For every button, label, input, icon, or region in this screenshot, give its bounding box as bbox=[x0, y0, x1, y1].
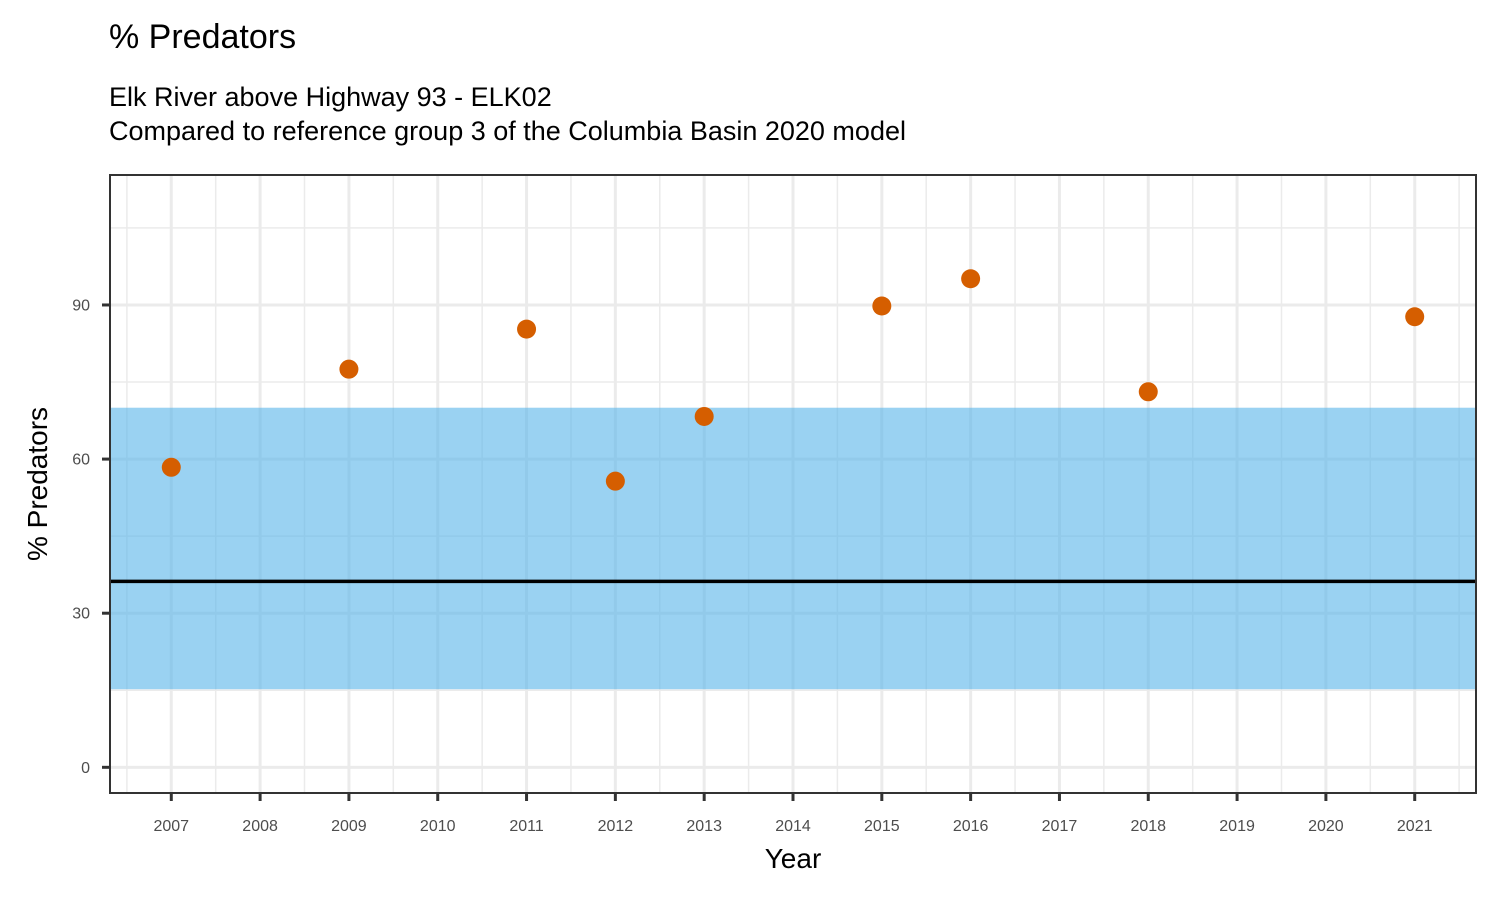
x-tick-label: 2018 bbox=[1130, 818, 1166, 835]
x-axis: 2007 2008 2009 2010 2011 2012 2013 2014 2015 2016… bbox=[153, 793, 1433, 835]
x-tick-label: 2016 bbox=[953, 818, 989, 835]
data-point bbox=[1405, 307, 1425, 327]
chart-title: % Predators bbox=[109, 18, 297, 56]
data-point bbox=[339, 359, 359, 379]
data-point bbox=[517, 319, 537, 339]
data-point bbox=[605, 471, 625, 491]
x-tick-label: 2017 bbox=[1042, 818, 1078, 835]
chart-subtitle-reference: Compared to reference group 3 of the Col… bbox=[109, 116, 906, 146]
y-tick-label: 30 bbox=[72, 606, 90, 623]
x-tick-label: 2007 bbox=[153, 818, 189, 835]
data-point bbox=[961, 269, 981, 289]
x-tick-label: 2021 bbox=[1397, 818, 1433, 835]
data-points bbox=[161, 269, 1425, 491]
reference-band bbox=[110, 407, 1476, 690]
reference-band-rect bbox=[110, 407, 1476, 690]
x-tick-label: 2009 bbox=[331, 818, 367, 835]
data-point bbox=[161, 457, 181, 477]
chart-subtitle-site: Elk River above Highway 93 - ELK02 bbox=[109, 82, 552, 112]
y-axis-title: % Predators bbox=[22, 407, 53, 561]
x-tick-label: 2019 bbox=[1219, 818, 1255, 835]
x-tick-label: 2011 bbox=[509, 818, 544, 835]
x-axis-title: Year bbox=[765, 843, 822, 874]
y-axis: 0 30 60 90 bbox=[72, 297, 110, 777]
y-tick-label: 60 bbox=[72, 452, 90, 469]
x-tick-label: 2008 bbox=[242, 818, 278, 835]
x-tick-label: 2015 bbox=[864, 818, 900, 835]
x-tick-label: 2012 bbox=[598, 818, 634, 835]
data-point bbox=[872, 296, 892, 316]
y-tick-label: 90 bbox=[72, 297, 90, 314]
data-point bbox=[1138, 382, 1158, 402]
data-point bbox=[694, 406, 714, 426]
y-tick-label: 0 bbox=[81, 760, 90, 777]
x-tick-label: 2010 bbox=[420, 818, 456, 835]
x-tick-label: 2014 bbox=[775, 818, 811, 835]
x-tick-label: 2020 bbox=[1308, 818, 1344, 835]
x-tick-label: 2013 bbox=[686, 818, 722, 835]
